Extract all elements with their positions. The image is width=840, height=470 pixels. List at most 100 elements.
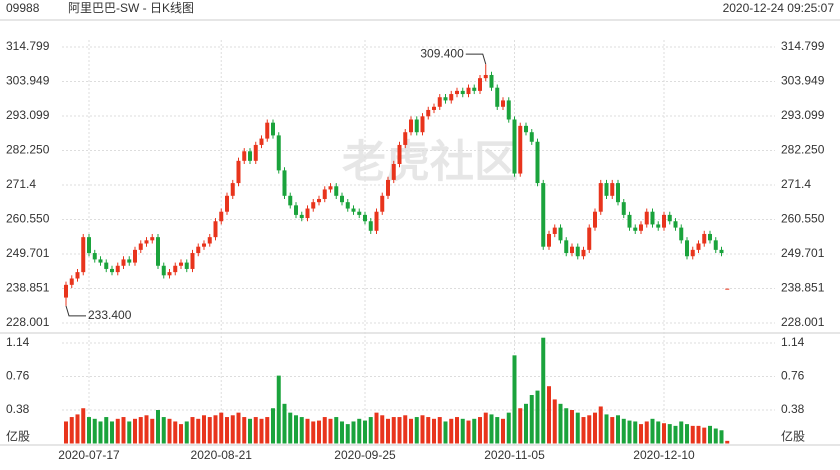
volume-bar [282,403,287,444]
volume-bar [253,417,258,444]
candle-body [110,268,114,273]
candle-body [161,265,166,276]
volume-bar [575,412,580,444]
volume-bar [202,415,206,444]
volume-bar [334,417,339,444]
volume-bar [472,418,477,444]
volume-bar [236,412,241,444]
volume-bar [506,412,511,444]
volume-bar [558,403,563,444]
volume-bar [397,417,402,444]
candle-body [535,141,540,184]
candle-body [449,94,454,101]
candle-body [248,151,252,161]
candle-body [322,189,327,199]
volume-bar [656,421,661,444]
y-tick-label: 亿股 [6,429,30,444]
candle-body [167,272,172,276]
volume-bar [535,390,540,444]
volume-bar [547,386,551,444]
volume-bar [679,421,684,444]
y-tick-label-right: 228.001 [781,315,825,329]
candle-body [299,214,304,219]
candle-body [115,265,120,273]
candle-body [501,100,505,107]
candle-body [685,240,689,257]
volume-bar [110,421,114,444]
candle-body [391,164,396,180]
volume-bar [685,424,689,444]
volume-bar [276,375,281,444]
volume-bar [420,415,425,444]
y-tick-label-right: 282.250 [781,143,825,157]
candle-body [495,87,500,107]
volume-bar [501,418,505,444]
candle-body [420,116,425,133]
volume-bar [524,403,528,444]
volume-bar [414,417,419,444]
candle-body [386,179,390,196]
candle-body [667,214,672,222]
y-tick-label: 0.38 [6,402,30,416]
candle-body [443,97,448,101]
candle-body [455,90,459,95]
candle-body [489,74,494,88]
candle-body [305,208,310,219]
volume-bar [167,418,172,444]
volume-bar [69,417,74,444]
candle-body [213,221,218,238]
candle-body [432,106,436,110]
volume-bar [156,410,160,444]
candle-body [587,227,592,250]
candle-body [127,259,132,263]
annotation-leader [65,305,86,317]
volume-bar [489,414,494,444]
candle-body [104,262,109,269]
y-tick-label-right: 亿股 [781,429,805,444]
y-tick-label: 271.4 [6,177,36,191]
candle-body [616,183,620,203]
candle-body [294,205,298,215]
volume-bar [644,421,649,444]
y-tick-label-right: 1.14 [781,335,805,349]
volume-bar [322,417,327,444]
volume-bar [478,417,482,444]
volume-bar [190,417,195,444]
timestamp: 2020-12-24 09:25:07 [723,1,835,15]
volume-bar [708,425,712,444]
volume-bar [161,417,166,444]
y-tick-label: 238.851 [6,281,50,295]
candle-body [529,132,534,142]
candle-body [351,208,356,212]
volume-bar [409,418,413,444]
candle-body [230,183,235,196]
candle-body [179,262,183,266]
candle-body [644,211,649,225]
volume-bar [299,417,304,444]
candle-body [713,240,718,250]
candle-body [345,202,350,209]
volume-bar [259,418,264,444]
volume-bar [593,412,597,444]
candle-body [207,237,212,244]
volume-bar [374,412,379,444]
volume-bar [696,425,701,444]
candle-body [702,233,707,244]
volume-bar [460,418,465,444]
candle-body [558,227,563,241]
volume-bar [317,420,321,444]
y-tick-label: 1.14 [6,335,30,349]
volume-bar [443,421,448,444]
volume-bar [144,415,149,444]
candle-body [564,240,569,254]
volume-bar [196,418,201,444]
candle-body [437,97,442,107]
y-tick-label: 260.550 [6,212,50,226]
volume-bar [495,417,500,444]
candle-body [604,183,609,196]
candle-body [524,125,528,133]
candle-body [690,249,695,257]
candle-body [242,151,247,161]
volume-bar [627,420,632,444]
candle-body [662,214,666,228]
